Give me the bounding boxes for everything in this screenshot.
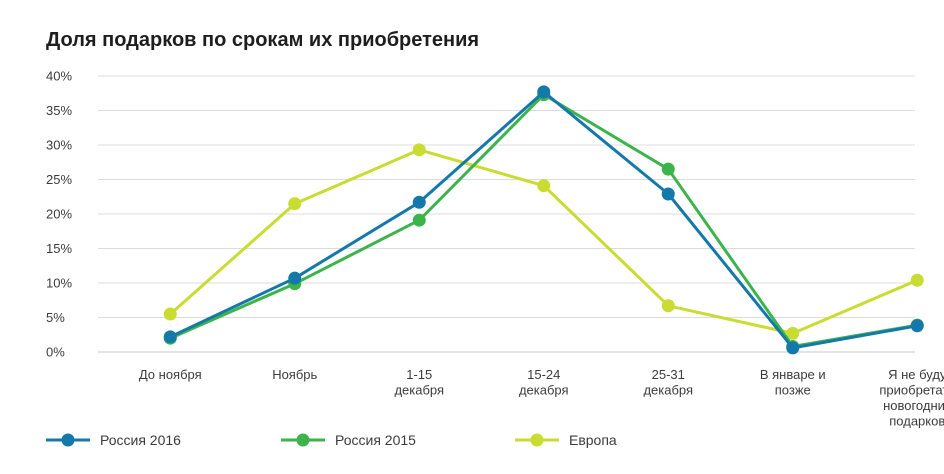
y-tick-label: 25% bbox=[46, 172, 72, 187]
data-point bbox=[412, 143, 426, 157]
data-point bbox=[537, 85, 551, 99]
x-tick-label: 15-24 декабря bbox=[519, 367, 569, 398]
chart-title: Доля подарков по срокам их приобретения bbox=[46, 29, 480, 51]
y-tick-label: 35% bbox=[46, 103, 72, 118]
y-tick-label: 15% bbox=[46, 241, 72, 256]
data-point bbox=[288, 197, 302, 211]
x-tick-label: Я не будуприобретатьновогоднихподарков bbox=[879, 367, 944, 429]
legend-label: Россия 2015 bbox=[335, 432, 416, 448]
series-line bbox=[168, 90, 919, 350]
legend-swatch-marker bbox=[296, 433, 310, 447]
x-tick-label: До ноября bbox=[139, 367, 202, 382]
y-tick-label: 40% bbox=[46, 69, 72, 84]
data-point bbox=[661, 162, 675, 176]
x-tick-label: В январе и позже bbox=[760, 367, 826, 398]
x-tick-label: Ноябрь bbox=[272, 367, 317, 382]
data-point bbox=[163, 330, 177, 344]
data-point bbox=[661, 187, 675, 201]
series-line bbox=[168, 93, 919, 348]
x-tick-label: 25-31 декабря bbox=[643, 367, 693, 398]
data-point bbox=[786, 326, 800, 340]
legend-label: Европа bbox=[569, 432, 617, 448]
data-point bbox=[288, 271, 302, 285]
legend-swatch-marker bbox=[61, 433, 75, 447]
y-tick-label: 20% bbox=[46, 207, 72, 222]
series-line bbox=[168, 148, 919, 335]
data-point bbox=[910, 319, 924, 333]
data-point bbox=[661, 299, 675, 313]
x-tick-label: 1-15 декабря bbox=[394, 367, 444, 398]
y-tick-label: 30% bbox=[46, 138, 72, 153]
y-tick-label: 10% bbox=[46, 276, 72, 291]
data-point bbox=[786, 341, 800, 355]
data-point bbox=[910, 273, 924, 287]
data-point bbox=[163, 307, 177, 321]
legend-swatch-marker bbox=[530, 433, 544, 447]
legend-label: Россия 2016 bbox=[100, 432, 181, 448]
data-point bbox=[412, 213, 426, 227]
data-point bbox=[412, 195, 426, 209]
y-tick-label: 0% bbox=[46, 345, 65, 360]
y-tick-label: 5% bbox=[46, 310, 65, 325]
data-point bbox=[537, 179, 551, 193]
